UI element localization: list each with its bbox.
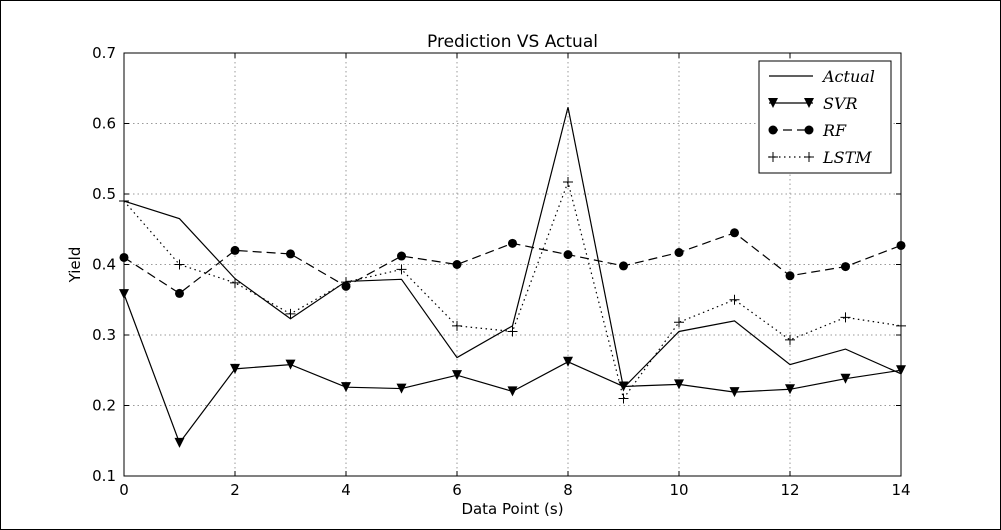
data-point-lstm <box>563 177 573 188</box>
x-tick-label: 10 <box>669 481 688 499</box>
data-point-svr <box>452 370 462 381</box>
y-tick-label: 0.4 <box>92 256 116 274</box>
legend-marker-svr <box>768 98 778 108</box>
legend-marker-rf <box>768 125 778 135</box>
legend-entry-rf: RF <box>768 121 847 140</box>
data-point-svr <box>507 386 518 397</box>
data-point-rf <box>175 288 184 298</box>
x-tick-label: 14 <box>891 481 910 499</box>
data-point-svr <box>563 356 573 367</box>
y-tick-label: 0.5 <box>92 185 116 203</box>
y-tick-label: 0.1 <box>92 467 116 485</box>
data-point-lstm <box>341 277 351 288</box>
data-point-rf <box>619 261 628 271</box>
x-tick-label: 2 <box>230 481 240 499</box>
data-point-rf <box>230 245 240 255</box>
series-lstm <box>119 177 906 404</box>
y-tick-label: 0.2 <box>92 397 116 415</box>
data-point-lstm <box>674 317 684 328</box>
legend-label-actual: Actual <box>821 67 875 86</box>
data-point-svr <box>674 379 684 390</box>
legend: Actual SVR RF LSTM <box>758 60 892 174</box>
data-point-svr <box>174 437 185 448</box>
y-axis-label: Yield <box>66 247 84 284</box>
axis-ticks: 0 2 4 6 8 10 12 14 0.1 0.2 0.3 0.4 0.5 0.6 0.7 <box>92 44 910 499</box>
series-line-svr <box>123 293 902 445</box>
x-tick-label: 4 <box>341 481 351 499</box>
data-point-svr <box>396 383 407 394</box>
data-point-rf <box>674 248 684 258</box>
x-tick-label: 8 <box>563 481 573 499</box>
series-actual <box>123 107 902 390</box>
data-point-lstm <box>230 277 240 288</box>
series-line-lstm <box>123 180 902 400</box>
x-tick-label: 6 <box>452 481 462 499</box>
data-point-svr <box>285 359 296 370</box>
data-point-svr <box>840 373 851 384</box>
data-point-lstm <box>396 264 407 275</box>
data-point-rf <box>841 262 850 272</box>
legend-box <box>758 60 892 174</box>
data-point-svr <box>785 384 795 395</box>
data-point-rf <box>785 271 795 281</box>
data-point-rf <box>508 238 517 248</box>
series-line-actual <box>123 107 902 390</box>
x-axis-label: Data Point (s) <box>461 500 563 518</box>
legend-label-lstm: LSTM <box>822 148 872 167</box>
legend-label-svr: SVR <box>823 94 858 113</box>
series-svr <box>119 289 906 448</box>
y-tick-label: 0.3 <box>92 326 116 344</box>
data-point-rf <box>563 250 573 260</box>
data-point-svr <box>230 363 240 374</box>
legend-entry-actual: Actual <box>769 67 875 86</box>
legend-entry-svr: SVR <box>768 94 858 113</box>
legend-marker-lstm <box>768 152 778 162</box>
data-point-lstm <box>285 308 296 319</box>
data-point-rf <box>452 260 462 269</box>
legend-marker-lstm <box>804 152 814 162</box>
x-tick-label: 12 <box>780 481 799 499</box>
legend-marker-svr <box>804 98 814 108</box>
data-point-svr <box>618 381 629 392</box>
data-point-svr <box>729 387 740 398</box>
data-point-lstm <box>785 334 795 345</box>
data-point-rf <box>286 249 295 259</box>
data-point-rf <box>397 251 406 261</box>
y-tick-label: 0.6 <box>92 115 116 133</box>
legend-entry-lstm: LSTM <box>768 148 872 167</box>
y-tick-label: 0.7 <box>92 44 116 62</box>
data-point-svr <box>341 382 351 393</box>
x-tick-label: 0 <box>119 481 129 499</box>
data-point-lstm <box>729 294 740 305</box>
data-point-lstm <box>174 259 185 270</box>
data-point-lstm <box>507 326 518 337</box>
data-point-lstm <box>840 312 851 323</box>
legend-label-rf: RF <box>822 121 847 140</box>
legend-marker-rf <box>804 125 814 135</box>
chart-title: Prediction VS Actual <box>427 32 598 52</box>
series-rf <box>119 228 906 298</box>
data-point-lstm <box>452 320 462 331</box>
data-point-rf <box>730 228 739 238</box>
data-point-lstm <box>618 393 629 404</box>
